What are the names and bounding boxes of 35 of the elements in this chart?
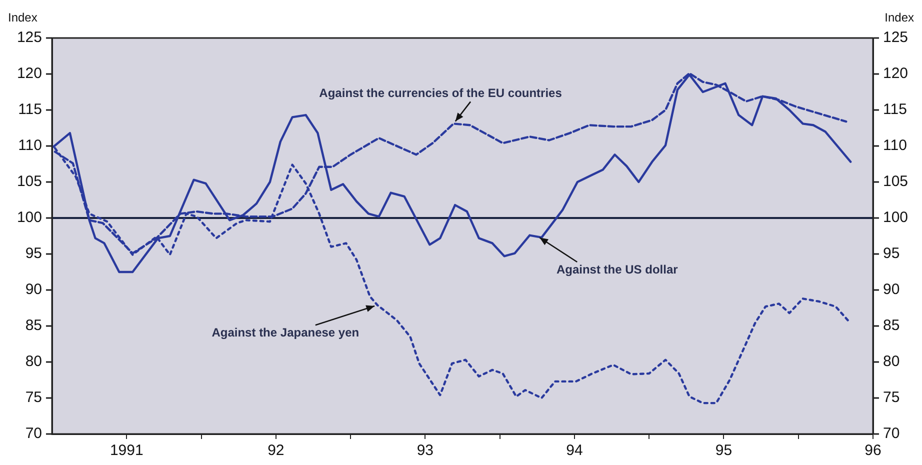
y-tick-label: 75: [25, 389, 42, 406]
x-tick-label: 92: [268, 442, 284, 460]
y2-tick-label: 70: [883, 425, 900, 442]
annotation: Against the currencies of the EU countries: [319, 86, 562, 100]
y-tick-label: 105: [16, 173, 42, 190]
x-tick-label: 94: [566, 442, 583, 460]
y2-tick-label: 105: [883, 173, 908, 190]
y2-tick-label: 125: [883, 29, 908, 46]
y-tick-label: 80: [25, 353, 42, 370]
x-tick-label: 96: [864, 442, 882, 460]
y2-tick-label: 115: [883, 101, 907, 118]
y-tick-label: 120: [16, 65, 42, 82]
annotation: Against the Japanese yen: [212, 325, 360, 340]
y-tick-label: 70: [25, 425, 42, 442]
y-tick-label: 125: [16, 29, 42, 46]
y-tick-label: 110: [18, 137, 42, 154]
y2-tick-label: 95: [883, 245, 900, 262]
y-tick-label: 85: [25, 317, 42, 334]
y2-tick-label: 85: [883, 317, 900, 334]
y-tick-label: 90: [25, 281, 42, 298]
x-tick-label: 95: [715, 442, 732, 460]
y2-tick-label: 120: [883, 65, 908, 82]
annotation: Against the US dollar: [556, 262, 678, 276]
x-tick-label: 1991: [110, 442, 144, 460]
y2-tick-label: 90: [883, 281, 900, 298]
y2-tick-label: 75: [883, 389, 900, 406]
x-tick-label: 93: [416, 442, 434, 460]
y2-axis-title: Index: [884, 10, 914, 24]
y2-tick-label: 80: [883, 353, 900, 370]
y2-tick-label: 110: [883, 137, 907, 154]
y-tick-label: 115: [18, 101, 42, 118]
y-axis-title: Index: [8, 10, 38, 24]
y2-tick-label: 100: [883, 209, 908, 226]
y-tick-label: 100: [16, 209, 42, 226]
y-tick-label: 95: [25, 245, 42, 262]
